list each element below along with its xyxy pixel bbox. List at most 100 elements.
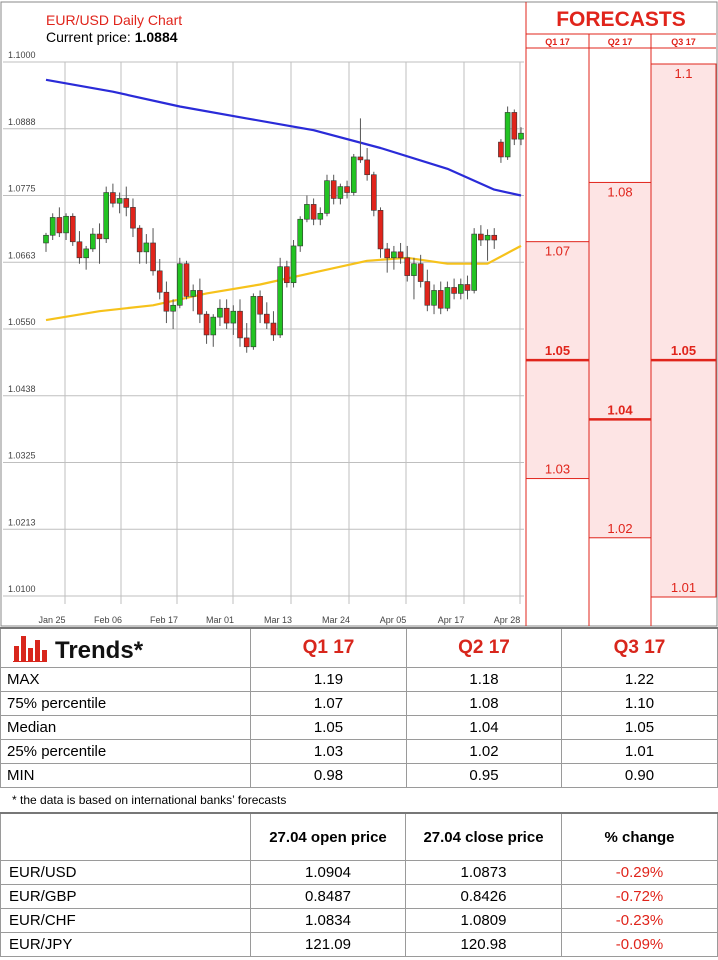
candle-body-down [364,159,370,176]
candle [76,231,83,264]
table-row: EUR/CHF 1.0834 1.0809 -0.23% [0,908,718,933]
forecast-median-label: 1.05 [671,343,696,358]
candle [337,183,344,205]
candle-body-down [123,198,130,208]
pair-label: EUR/GBP [0,884,251,909]
candle [83,245,89,270]
candle [177,257,183,309]
candle-body-up [49,217,56,236]
forecast-column-label: Q1 17 [545,37,570,47]
trends-title: Trends* [55,636,144,664]
candle-body-down [344,186,350,193]
row-label: MIN [0,763,251,788]
candle-body-down [56,217,63,234]
candle [350,153,357,196]
forecast-min-label: 1.01 [671,580,696,595]
x-tick-label: Feb 17 [150,615,178,625]
candle [143,234,150,264]
candle [69,213,76,246]
cell-value: 0.90 [561,763,718,788]
candle [230,305,237,335]
ma50-line [45,244,522,322]
x-tick-label: Mar 01 [206,615,234,625]
candle [243,323,250,353]
candle-body-up [324,180,330,214]
close-price: 1.0809 [405,908,562,933]
cell-value: 1.05 [250,715,407,740]
candle-body-down [478,233,484,241]
cell-value: 1.03 [250,739,407,764]
candle [304,195,310,223]
candle-body-down [76,241,83,259]
candle-body-up [116,198,123,204]
candle [498,139,504,163]
row-label: MAX [0,667,251,692]
candle [491,228,498,249]
candle-body-up [83,248,89,259]
forecast-max-label: 1.08 [607,184,632,199]
candle-body-up [431,290,437,306]
candle-body-down [263,313,270,324]
candle [344,180,350,199]
header-close: 27.04 close price [405,812,562,861]
cell-value: 1.19 [250,667,407,692]
candle-body-up [297,218,304,247]
candle-body-up [304,204,310,220]
candle [391,245,397,270]
trends-col-q2: Q2 17 [406,627,562,668]
header-empty [0,812,251,861]
candle-body-down [156,270,163,293]
candle-body-down [243,337,250,348]
forecast-median-label: 1.04 [607,402,633,417]
candle-body-down [257,296,263,315]
table-row: Median 1.05 1.04 1.05 [0,715,718,740]
candle-body-down [69,215,76,243]
candle-body-down [384,248,390,259]
candle-body-up [317,213,324,220]
candle [371,171,377,217]
candle-body-down [284,266,290,284]
candle [103,186,110,243]
candle [96,223,103,264]
candle-body-down [377,210,384,250]
candle-body-down [150,242,156,272]
percent-change: -0.29% [561,860,718,885]
y-tick-label: 1.1000 [8,50,36,60]
candle [49,213,56,240]
header-open: 27.04 open price [250,812,406,861]
candle-body-up [90,233,96,250]
header-change: % change [561,812,718,861]
forecast-panel: FORECASTS Q1 17 1.07 1.05 1.03 Q2 17 1.08 1.04 1… [525,2,717,626]
candle [457,278,464,300]
trends-table: Trends* Q1 17 Q2 17 Q3 17 MAX 1.19 1.18 … [0,627,718,788]
x-tick-label: Apr 05 [380,615,407,625]
x-tick-label: Apr 17 [438,615,465,625]
pair-label: EUR/JPY [0,932,251,957]
candle-body-down [130,207,136,229]
eurusd-chart: 1.1000 1.0888 1.0775 1.0663 1.0550 1.0438 1.03… [0,1,718,627]
candle [431,284,437,315]
candle [43,232,49,252]
candle-body-up [391,251,397,259]
cell-value: 1.01 [561,739,718,764]
candle-body-up [190,290,196,297]
candle [511,109,518,146]
candle [277,257,283,338]
forecast-column-label: Q3 17 [671,37,696,47]
forecast-column-label: Q2 17 [608,37,633,47]
candle-body-down [163,291,170,312]
candle-body-down [223,307,230,324]
candle [203,311,210,344]
table-row: EUR/JPY 121.09 120.98 -0.09% [0,932,718,957]
candle [444,281,451,312]
candle [290,240,297,288]
candle-body-up [43,234,49,244]
candle [90,228,96,252]
open-price: 0.8487 [250,884,406,909]
candle-body-down [110,192,116,204]
candle [424,269,431,312]
candle-body-down [96,233,103,240]
cell-value: 1.04 [406,715,562,740]
candle [56,207,63,238]
candle [357,118,364,163]
